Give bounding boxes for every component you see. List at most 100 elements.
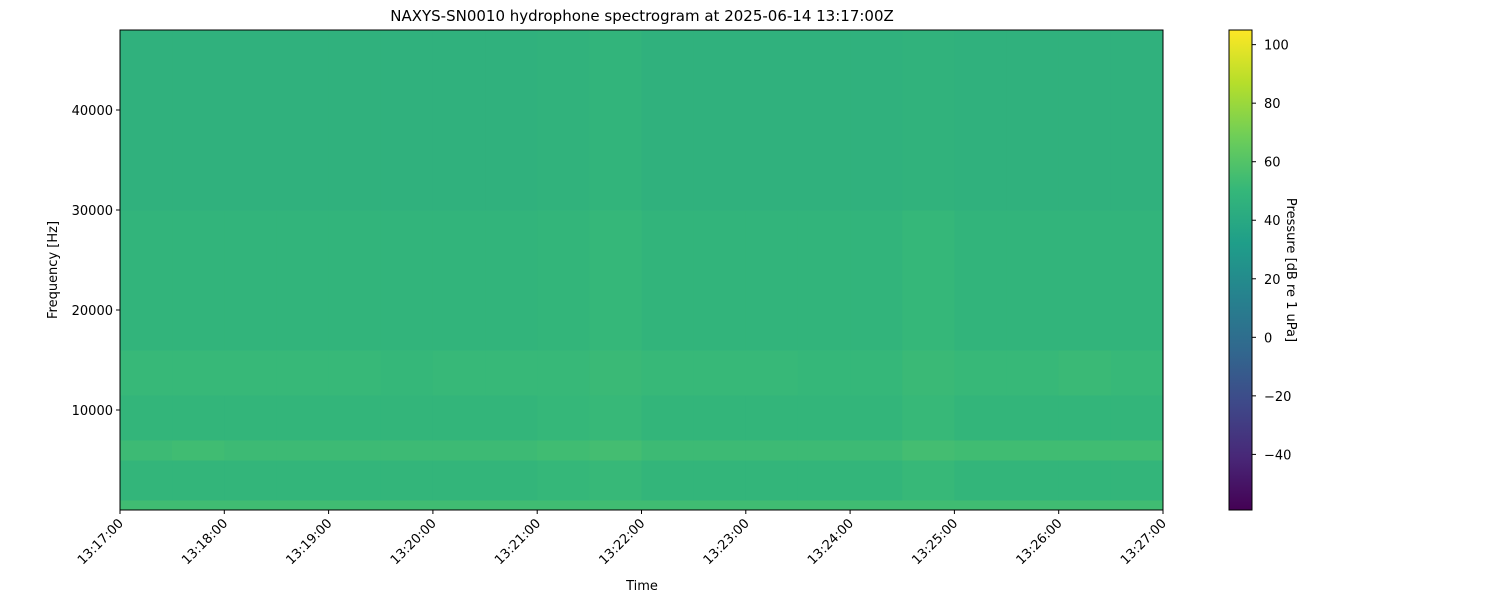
spectrogram-cell — [745, 440, 799, 461]
spectrogram-cell — [641, 500, 695, 511]
spectrogram-cell — [224, 395, 277, 441]
x-tick-label: 13:19:00 — [284, 516, 336, 568]
spectrogram-cell — [485, 440, 538, 461]
spectrogram-cell — [276, 460, 330, 501]
spectrogram-cell — [1110, 30, 1164, 211]
spectrogram-cell — [276, 350, 330, 396]
spectrogram-cell — [1110, 440, 1164, 461]
spectrogram-cell — [902, 440, 955, 461]
spectrogram-cell — [120, 500, 173, 511]
spectrogram-cell — [1058, 460, 1112, 501]
spectrogram-cell — [797, 460, 851, 501]
spectrogram-cell — [589, 30, 642, 211]
spectrogram-cell — [380, 395, 434, 441]
spectrogram-cell — [641, 350, 695, 396]
spectrogram-cell — [641, 210, 695, 351]
spectrogram-cell — [224, 500, 277, 511]
spectrogram-cell — [537, 500, 590, 511]
spectrogram-cell — [172, 460, 225, 501]
spectrogram-cell — [1006, 395, 1060, 441]
spectrogram-cell — [954, 440, 1008, 461]
spectrogram-cell — [1110, 395, 1164, 441]
spectrogram-cell — [954, 460, 1008, 501]
x-axis-label: Time — [625, 579, 658, 594]
spectrogram-cell — [1058, 210, 1112, 351]
x-tick-label: 13:23:00 — [701, 516, 753, 568]
spectrogram-cell — [172, 30, 225, 211]
spectrogram-cell — [432, 210, 486, 351]
spectrogram-cell — [485, 30, 538, 211]
spectrogram-cell — [589, 500, 642, 511]
spectrogram-cell — [1110, 210, 1164, 351]
spectrogram-cell — [902, 30, 955, 211]
spectrogram-cell — [276, 30, 330, 211]
spectrogram-cell — [954, 210, 1008, 351]
spectrogram-cell — [850, 210, 903, 351]
spectrogram-cell — [797, 350, 851, 396]
spectrogram-cell — [224, 30, 277, 211]
spectrogram-cell — [120, 440, 173, 461]
spectrogram-cell — [120, 210, 173, 351]
spectrogram-cell — [380, 30, 434, 211]
spectrogram-cell — [328, 500, 382, 511]
spectrogram-cell — [380, 350, 434, 396]
spectrogram-cell — [1058, 500, 1112, 511]
spectrogram-cell — [276, 500, 330, 511]
colorbar-tick-label: −20 — [1264, 390, 1291, 405]
y-tick-label: 10000 — [72, 404, 113, 419]
spectrogram-cell — [276, 210, 330, 351]
spectrogram-cell — [1006, 500, 1060, 511]
spectrogram-cell — [537, 350, 590, 396]
spectrogram-cell — [1058, 440, 1112, 461]
spectrogram-cell — [850, 460, 903, 501]
spectrogram-cell — [954, 30, 1008, 211]
spectrogram-cell — [172, 395, 225, 441]
spectrogram-cell — [641, 460, 695, 501]
spectrogram-cell — [537, 460, 590, 501]
spectrogram-cell — [537, 395, 590, 441]
spectrogram-cell — [1058, 350, 1112, 396]
spectrogram-cell — [224, 350, 277, 396]
spectrogram-cell — [693, 440, 747, 461]
spectrogram-cell — [1110, 350, 1164, 396]
spectrogram-cell — [797, 30, 851, 211]
spectrogram-cell — [850, 440, 903, 461]
spectrogram-cell — [797, 500, 851, 511]
spectrogram-cell — [485, 350, 538, 396]
spectrogram-cell — [485, 460, 538, 501]
spectrogram-cell — [172, 500, 225, 511]
spectrogram-cell — [380, 210, 434, 351]
spectrogram-cell — [276, 395, 330, 441]
spectrogram-cell — [485, 210, 538, 351]
spectrogram-cell — [954, 395, 1008, 441]
spectrogram-cell — [328, 350, 382, 396]
spectrogram-cell — [797, 440, 851, 461]
spectrogram-cell — [902, 350, 955, 396]
spectrogram-cell — [172, 210, 225, 351]
spectrogram-cell — [432, 460, 486, 501]
spectrogram-cell — [485, 395, 538, 441]
spectrogram-cell — [693, 210, 747, 351]
colorbar-tick-label: 100 — [1264, 39, 1289, 54]
spectrogram-cell — [432, 440, 486, 461]
spectrogram-cell — [120, 460, 173, 501]
spectrogram-cell — [850, 30, 903, 211]
spectrogram-cell — [902, 500, 955, 511]
spectrogram-cell — [589, 350, 642, 396]
spectrogram-cell — [1058, 395, 1112, 441]
spectrogram-cell — [380, 440, 434, 461]
spectrogram-cell — [850, 395, 903, 441]
x-tick-label: 13:27:00 — [1118, 516, 1170, 568]
spectrogram-cell — [380, 460, 434, 501]
spectrogram-cell — [693, 500, 747, 511]
spectrogram-cell — [224, 210, 277, 351]
x-tick-label: 13:18:00 — [179, 516, 231, 568]
spectrogram-cell — [120, 350, 173, 396]
colorbar-tick-label: 0 — [1264, 331, 1272, 346]
y-tick-label: 30000 — [72, 204, 113, 219]
spectrogram-cell — [432, 30, 486, 211]
x-tick-label: 13:17:00 — [75, 516, 127, 568]
spectrogram-cell — [693, 460, 747, 501]
spectrogram-cell — [641, 30, 695, 211]
spectrogram-cell — [1110, 460, 1164, 501]
